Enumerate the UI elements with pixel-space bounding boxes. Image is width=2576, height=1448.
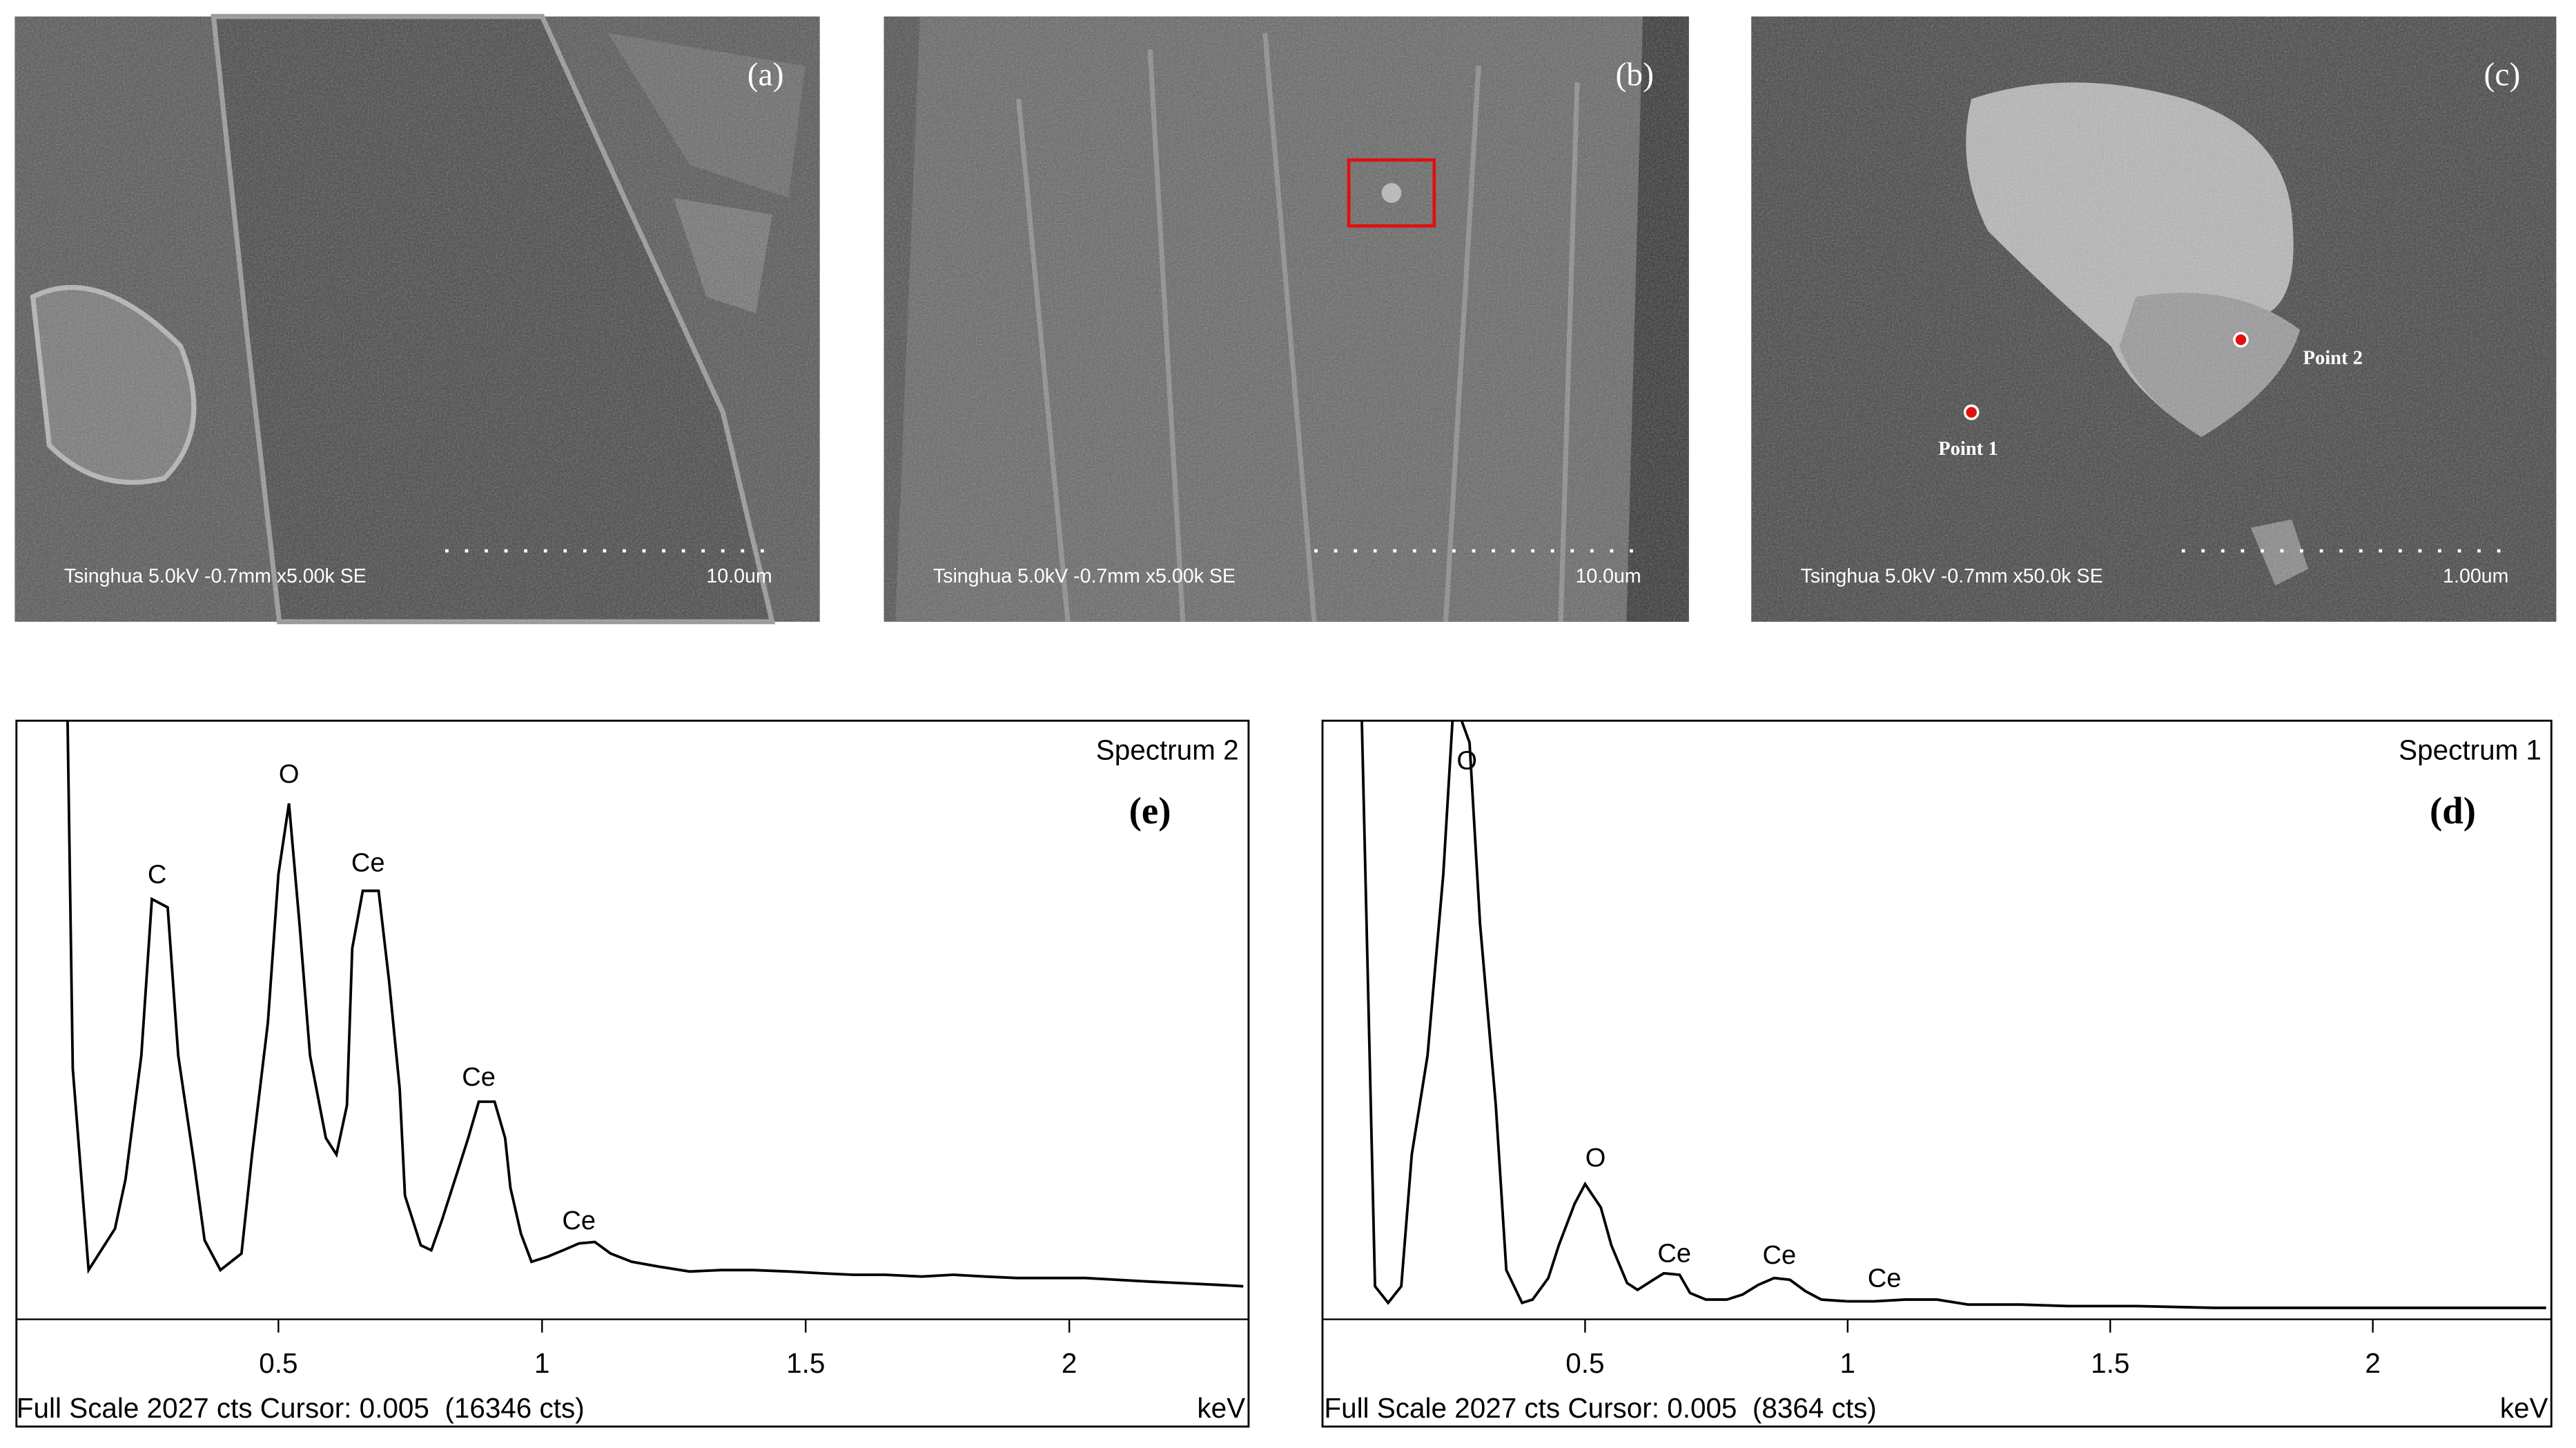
panel-label: (d) xyxy=(2430,790,2476,832)
spectrum-title: Spectrum 1 xyxy=(2399,734,2541,765)
x-tick-label: 0.5 xyxy=(1565,1347,1604,1379)
scale-label: 10.0um xyxy=(1575,565,1641,587)
panel-label: (a) xyxy=(748,57,784,92)
panel-label: (c) xyxy=(2484,57,2520,92)
peak-label: Ce xyxy=(562,1206,596,1235)
x-tick-label: 2 xyxy=(1062,1347,1077,1379)
sem-caption: Tsinghua 5.0kV -0.7mm x50.0k SE xyxy=(1801,565,2103,587)
point-label: Point 2 xyxy=(2303,347,2363,369)
footer: Full Scale 2027 cts Cursor: 0.005 (8364 … xyxy=(1324,1392,1876,1424)
point-marker xyxy=(2233,331,2249,348)
x-axis-label: keV xyxy=(2500,1392,2548,1424)
peak-label: Ce xyxy=(1763,1240,1797,1270)
spectrum-frame xyxy=(1321,719,2553,1428)
peak-label: Ce xyxy=(351,848,385,878)
x-tick-label: 1.5 xyxy=(786,1347,825,1379)
sem-image-c xyxy=(1751,16,2557,622)
sem-image-b xyxy=(884,16,1689,623)
peak-label: O xyxy=(1456,746,1477,776)
panel-label: (b) xyxy=(1615,57,1653,92)
sem-caption: Tsinghua 5.0kV -0.7mm x5.00k SE xyxy=(64,565,367,587)
spectrum-frame xyxy=(15,719,1250,1428)
x-tick-label: 2 xyxy=(2365,1347,2381,1379)
panel-label: (e) xyxy=(1129,790,1171,832)
point-label: Point 1 xyxy=(1938,438,1998,460)
highlight-box xyxy=(1347,158,1436,228)
point-marker xyxy=(1963,404,1980,420)
spectrum-line xyxy=(1360,721,2546,1309)
scale-label: 10.0um xyxy=(706,565,772,587)
x-axis-label: keV xyxy=(1197,1392,1245,1424)
peak-label: C xyxy=(148,859,166,889)
sem-image-a xyxy=(14,14,820,625)
peak-label: Ce xyxy=(1868,1263,1902,1293)
peak-label: Ce xyxy=(462,1062,496,1092)
spectrum-line xyxy=(66,721,1244,1288)
x-tick-label: 1.5 xyxy=(2091,1347,2129,1379)
x-tick-label: 0.5 xyxy=(259,1347,297,1379)
scale-label: 1.00um xyxy=(2443,565,2508,587)
footer: Full Scale 2027 cts Cursor: 0.005 (16346… xyxy=(17,1392,585,1424)
peak-label: Ce xyxy=(1657,1238,1691,1268)
spectrum-title: Spectrum 2 xyxy=(1096,734,1239,765)
sem-caption: Tsinghua 5.0kV -0.7mm x5.00k SE xyxy=(933,565,1236,587)
peak-label: O xyxy=(1585,1143,1606,1173)
x-tick-label: 1 xyxy=(534,1347,550,1379)
peak-label: O xyxy=(279,759,300,789)
x-tick-label: 1 xyxy=(1840,1347,1856,1379)
